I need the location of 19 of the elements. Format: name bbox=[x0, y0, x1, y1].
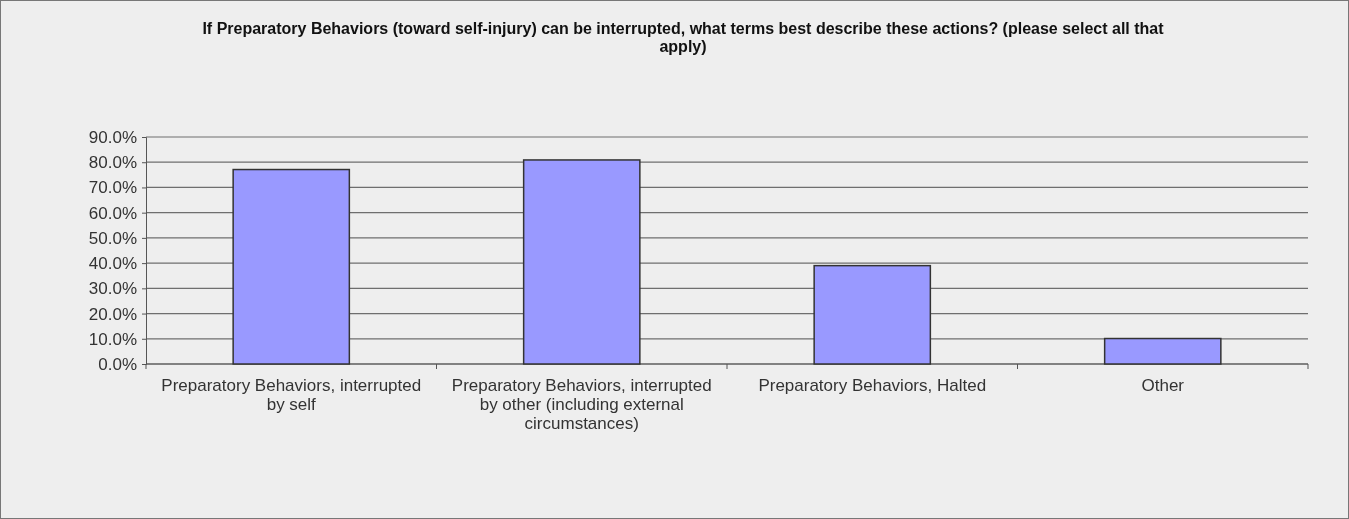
y-tick-label: 90.0% bbox=[88, 127, 137, 147]
x-tick-label: Other bbox=[1141, 376, 1185, 395]
y-tick-label: 30.0% bbox=[88, 279, 137, 299]
x-tick-label: Preparatory Behaviors, interrupted by other (including external circumstances) bbox=[451, 376, 712, 433]
y-tick-label: 70.0% bbox=[88, 178, 137, 198]
y-tick-label: 80.0% bbox=[88, 153, 137, 173]
y-tick-label: 60.0% bbox=[88, 203, 137, 223]
y-tick-label: 10.0% bbox=[88, 329, 137, 349]
y-tick-label: 20.0% bbox=[88, 304, 137, 324]
y-tick-label: 50.0% bbox=[88, 228, 137, 248]
x-tick-label: Preparatory Behaviors, interrupted by self bbox=[161, 376, 422, 414]
chart-title: If Preparatory Behaviors (toward self-injury) can be interrupted, what terms best describe these actions? (please select all that apply) bbox=[202, 20, 1165, 55]
bar bbox=[522, 159, 641, 365]
bar bbox=[232, 168, 351, 365]
y-tick-label: 0.0% bbox=[98, 354, 137, 374]
x-tick-label: Preparatory Behaviors, Halted bbox=[758, 376, 987, 395]
y-tick-label: 40.0% bbox=[88, 254, 137, 274]
bar bbox=[813, 264, 932, 365]
bar bbox=[1103, 337, 1222, 365]
